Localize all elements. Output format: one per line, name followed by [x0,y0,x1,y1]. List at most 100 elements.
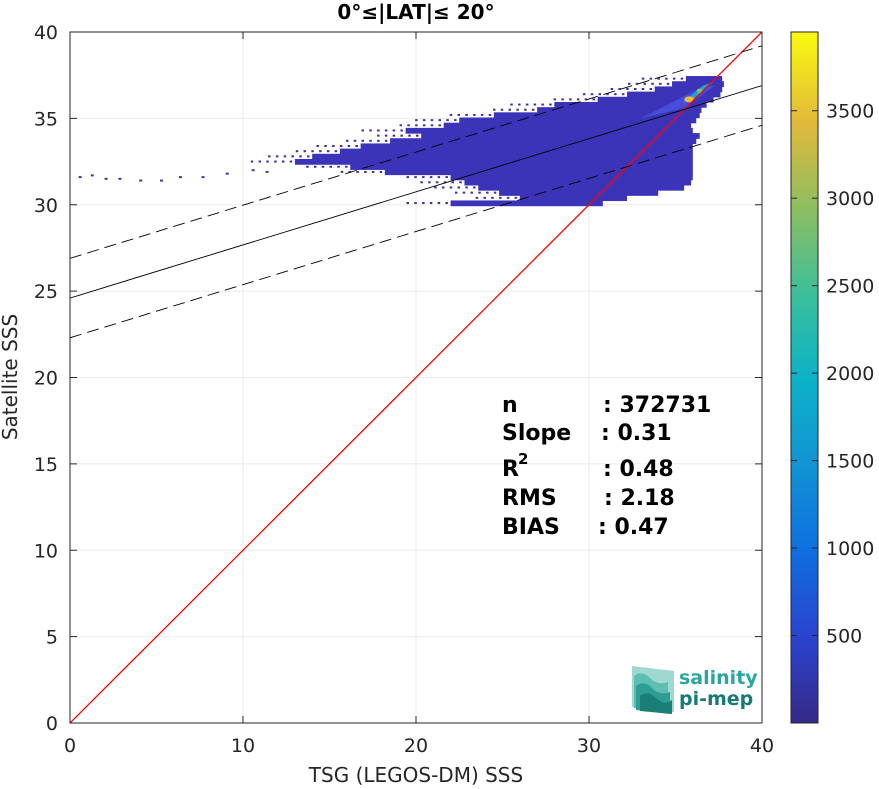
stat-r2-superscript: 2 [518,450,528,468]
density-speck [430,124,434,127]
sparse-point [139,179,143,182]
density-band [450,174,693,181]
density-band [478,184,685,191]
density-speck [406,176,409,179]
density-speck [478,191,481,194]
colorbar-tick-label: 500 [826,626,862,648]
density-speck [437,202,441,205]
density-speck [361,129,365,132]
density-speck [449,113,453,116]
logo-text-pi-mep: pi-mep [679,688,753,710]
density-speck [407,124,410,127]
density-speck [465,186,468,189]
density-speck [510,103,513,106]
density-speck [445,176,448,179]
y-tick-label: 5 [46,627,58,649]
density-speck [306,165,309,168]
density-speck [303,150,307,153]
density-speck [491,196,494,199]
density-speck [392,129,396,132]
density-speck [518,103,521,106]
density-speck [500,108,504,111]
density-speck [377,129,380,132]
density-speck [441,186,445,189]
density-speck [281,160,285,163]
density-speck [416,134,419,137]
density-speck [345,139,349,142]
density-peak-edge [696,88,703,93]
stat-n-label: n [502,393,518,418]
density-speck [326,150,330,153]
density-speck [680,77,684,80]
density-speck [289,160,293,163]
density-band [685,76,723,82]
density-peak [684,96,695,103]
sparse-point [118,177,122,180]
regression-lines [70,32,762,723]
y-tick-label: 35 [34,108,58,130]
density-speck [462,191,466,194]
density-speck [377,139,380,142]
line-1-1 [70,32,762,723]
density-speck [250,160,254,163]
density-speck [592,98,595,101]
density-speck [377,134,380,137]
density-speck [340,170,344,173]
density-band [499,190,659,196]
stat-rms-value: : 2.18 [604,486,675,511]
sparse-point [201,176,205,179]
y-axis-ticks: 0 5 10 15 20 25 30 35 40 [34,22,762,735]
sparse-point [90,174,94,177]
density-speck [454,191,458,194]
density-speck [434,186,437,189]
density-speck [268,155,271,158]
density-speck [524,108,527,111]
density-speck [408,134,411,137]
density-speck [399,124,403,127]
sparse-point [265,170,269,173]
density-speck [449,186,453,189]
density-speck [422,124,426,127]
wave-logo-icon [632,666,674,714]
density-speck [459,181,462,184]
stat-r2-value: : 0.48 [603,457,674,482]
density-cloud [78,76,724,207]
sparse-point [104,177,108,180]
density-speck [415,124,418,127]
density-speck [473,113,476,116]
density-speck [283,155,287,158]
stat-slope-label: Slope [502,421,571,446]
x-axis-ticks: 0 10 20 30 40 [64,32,774,757]
density-speck [514,196,518,199]
x-tick-label: 20 [404,735,428,757]
stat-n-value: : 372731 [603,393,711,418]
density-speck [415,119,418,122]
density-speck [465,113,468,116]
density-speck [428,181,431,184]
density-band [459,117,697,124]
density-speck [483,196,486,199]
density-band [421,133,700,139]
density-speck [339,145,343,148]
density-speck [345,165,348,168]
density-speck [429,176,433,179]
density-speck [384,134,388,137]
density-speck [457,113,461,116]
colorbar-tick-label: 3000 [826,188,874,210]
x-tick-label: 0 [64,735,76,757]
density-speck [651,82,654,85]
density-speck [438,119,441,122]
density-speck [420,181,423,184]
sparse-point [178,176,182,179]
density-speck [641,77,645,80]
density-speck [610,88,614,91]
density-speck [614,93,617,96]
density-speck [525,103,529,106]
density-speck [332,145,335,148]
density-speck [369,139,372,142]
density-speck [606,93,609,96]
density-speck [649,77,653,80]
density-speck [275,155,279,158]
density-speck [633,88,637,91]
density-speck [422,119,426,122]
